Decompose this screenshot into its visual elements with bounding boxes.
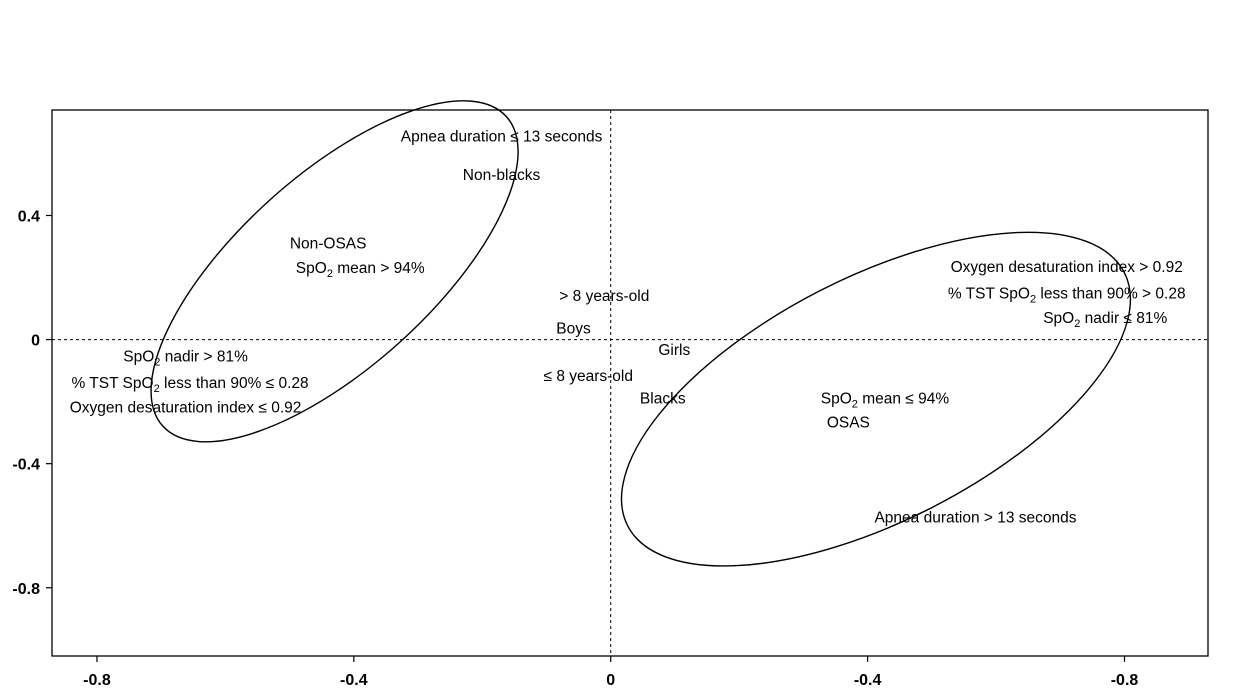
category-label: Boys	[556, 320, 591, 337]
cluster-ellipse-2	[620, 231, 1132, 567]
category-label: Apnea duration > 13 seconds	[874, 509, 1076, 526]
y-tick-label: 0	[31, 333, 40, 350]
category-label: SpO2 mean > 94%	[296, 260, 425, 280]
category-label: Girls	[658, 342, 690, 359]
category-label: Non-blacks	[463, 167, 541, 184]
y-tick-label: 0.4	[18, 208, 40, 225]
category-label: SpO2 nadir ≤ 81%	[1043, 310, 1167, 330]
category-label: Oxygen desaturation index ≤ 0.92	[70, 400, 302, 417]
x-tick-label: -0.4	[854, 672, 882, 689]
category-label: SpO2 mean ≤ 94%	[821, 391, 950, 411]
category-label: Apnea duration ≤ 13 seconds	[401, 129, 603, 146]
y-tick-label: -0.4	[12, 457, 40, 474]
x-tick-label: -0.8	[83, 672, 111, 689]
x-tick-label: -0.8	[1111, 672, 1139, 689]
category-label: % TST SpO2 less than 90% ≤ 0.28	[71, 375, 308, 395]
plot-frame	[51, 109, 1209, 657]
y-axis-ticks: 0.4 0 -0.4 -0.8	[12, 208, 52, 598]
category-label: % TST SpO2 less than 90% > 0.28	[948, 285, 1186, 305]
x-tick-label: 0	[606, 672, 615, 689]
x-tick-label: -0.4	[340, 672, 368, 689]
category-label: > 8 years-old	[559, 288, 649, 305]
cluster-ellipse-1	[150, 100, 519, 443]
category-point-labels: Apnea duration ≤ 13 seconds Non-blacks Non…	[70, 129, 1186, 527]
x-axis-ticks: -0.8 -0.4 0 -0.4 -0.8	[83, 656, 1138, 689]
category-label: OSAS	[827, 415, 870, 432]
category-label: Oxygen desaturation index > 0.92	[951, 259, 1183, 276]
reference-lines	[52, 110, 1208, 656]
category-label: SpO2 nadir > 81%	[123, 348, 248, 368]
y-tick-label: -0.8	[12, 581, 40, 598]
category-label: Non-OSAS	[290, 236, 367, 253]
cluster-ellipses	[150, 100, 1132, 567]
category-label: ≤ 8 years-old	[544, 368, 634, 385]
category-label: Blacks	[640, 391, 686, 408]
